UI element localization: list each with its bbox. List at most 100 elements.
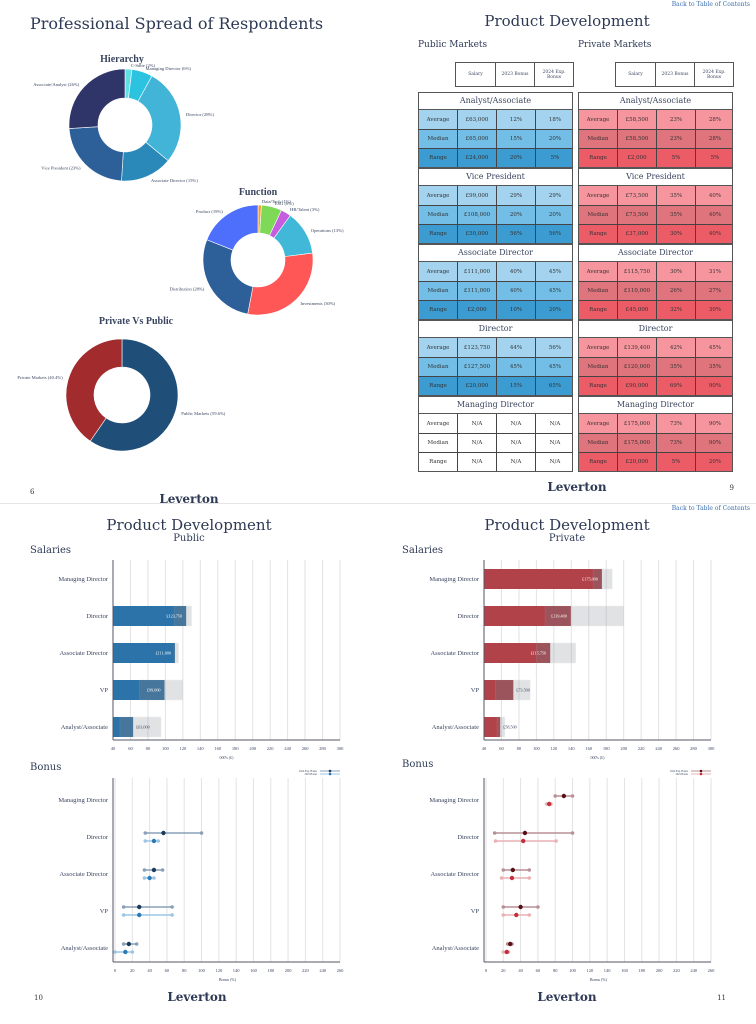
range-bar <box>544 605 624 627</box>
table-title: Managing Director <box>419 397 572 414</box>
tick-label: 60 <box>536 968 541 973</box>
table-cell: £2,000 <box>617 149 656 167</box>
data-label: £58,500 <box>503 725 517 731</box>
table-row: Range £50,000 56% 56% <box>419 224 572 243</box>
table-row: Average £63,000 12% 18% <box>419 110 572 129</box>
row-label: Average <box>426 116 450 123</box>
footer-logo: Leverton <box>537 990 597 1004</box>
page-title: Product Development <box>484 516 650 534</box>
public-table-analyst-associate: Analyst/Associate Average £63,000 12% 18% Med… <box>418 92 573 168</box>
data-label: £123,750 <box>166 614 182 620</box>
table-row: Median £58,500 23% 28% <box>579 129 732 148</box>
bonus-avg-dot <box>504 949 509 955</box>
table-cell: 5% <box>695 149 734 167</box>
category-label: Director <box>457 834 479 841</box>
axis-label: Bonus (%) <box>590 977 608 982</box>
range-bar <box>173 642 179 664</box>
private-table-associate-director: Associate Director Average £115,750 30% 31% M… <box>578 244 733 320</box>
tick-label: 120 <box>586 968 594 973</box>
tick-label: 240 <box>319 968 327 973</box>
public-table-associate-director: Associate Director Average £111,000 40% 45% M… <box>418 244 573 320</box>
pie-slice <box>68 68 126 129</box>
tick-label: 180 <box>267 968 275 973</box>
tick-label: 80 <box>182 968 187 973</box>
table-row: Average £139,400 42% 45% <box>579 338 732 357</box>
table-cell: 15% <box>496 377 535 395</box>
table-cell: 40% <box>695 206 734 224</box>
tick-label: 60 <box>128 746 133 751</box>
category-label: Managing Director <box>58 797 108 804</box>
table-cell: N/A <box>457 453 496 471</box>
tick-label: 240 <box>655 746 663 751</box>
table-cell: 20% <box>695 453 734 471</box>
table-title: Managing Director <box>579 397 732 414</box>
table-cell: £139,400 <box>617 338 656 357</box>
back-to-contents-link[interactable]: Back to Table of Contents <box>671 505 750 512</box>
tick-label: 40 <box>111 746 116 751</box>
table-cell: £24,000 <box>457 149 496 167</box>
bonus-avg-dot <box>510 867 516 873</box>
private-column-header: Salary 2023 Bonus 2024 Exp. Bonus <box>615 62 734 87</box>
row-label: Median <box>427 288 449 294</box>
table-cell: 28% <box>695 110 734 129</box>
slice-label: Product (19%) <box>196 209 223 214</box>
row-label: Median <box>587 288 609 294</box>
range-overlap <box>495 680 514 700</box>
tick-label: 200 <box>285 968 293 973</box>
row-label: Range <box>589 383 607 389</box>
table-cell: 45% <box>535 358 574 376</box>
chart-title: Function <box>239 187 278 198</box>
column-2024-bonus: 2024 Exp. Bonus <box>534 63 573 86</box>
column-salary: Salary <box>468 72 483 77</box>
tick-label: 140 <box>233 968 241 973</box>
tick-label: 80 <box>553 968 558 973</box>
page-number: 6 <box>30 488 35 496</box>
table-row: Average £111,000 40% 45% <box>419 262 572 281</box>
back-to-contents-link[interactable]: Back to Table of Contents <box>671 1 750 8</box>
bonus-max-dot <box>527 913 532 917</box>
row-label: Average <box>426 192 450 199</box>
tick-label: 20 <box>501 968 506 973</box>
bonus-min-dot <box>143 839 148 843</box>
range-overlap <box>174 643 175 663</box>
pie-slice <box>206 204 259 251</box>
tick-label: 260 <box>302 746 310 751</box>
table-row: Average N/A N/A N/A <box>419 414 572 433</box>
tick-label: 200 <box>656 968 664 973</box>
tick-label: 180 <box>232 746 240 751</box>
legend-label: 2024 Exp. Bonus <box>670 770 688 773</box>
bonus-avg-dot <box>509 875 515 881</box>
private-table-director: Director Average £139,400 42% 45% Median £120,… <box>578 320 733 396</box>
row-label: Range <box>589 459 607 465</box>
table-cell: 56% <box>535 225 574 243</box>
row-label: Average <box>586 344 610 351</box>
table-cell: 90% <box>695 414 734 433</box>
table-cell: 23% <box>656 110 695 129</box>
salary-bar <box>484 569 602 589</box>
bonus-min-dot <box>499 876 504 880</box>
row-label: Median <box>587 136 609 142</box>
bonus-min-dot <box>501 868 506 872</box>
category-label: VP <box>100 908 109 915</box>
tick-label: 200 <box>249 746 257 751</box>
tick-label: 140 <box>604 968 612 973</box>
table-cell: 56% <box>535 338 574 357</box>
row-label: Average <box>426 344 450 351</box>
range-overlap <box>119 717 134 737</box>
bonus-max-dot <box>570 831 575 835</box>
table-title: Vice President <box>579 169 732 186</box>
table-cell: 20% <box>535 130 574 148</box>
tick-label: 100 <box>533 746 541 751</box>
bonus-max-dot <box>134 942 139 946</box>
table-cell: 30% <box>656 225 695 243</box>
category-label: VP <box>471 687 480 694</box>
tick-label: 160 <box>585 746 593 751</box>
category-label: Associate Director <box>59 650 108 657</box>
table-cell: 65% <box>535 377 574 395</box>
bonus-max-dot <box>152 876 156 880</box>
table-cell: £37,000 <box>617 225 656 243</box>
category-label: Associate Director <box>59 871 108 878</box>
chart-title: Private Vs Public <box>99 316 174 327</box>
table-cell: £45,000 <box>617 301 656 319</box>
row-label: Average <box>586 192 610 199</box>
